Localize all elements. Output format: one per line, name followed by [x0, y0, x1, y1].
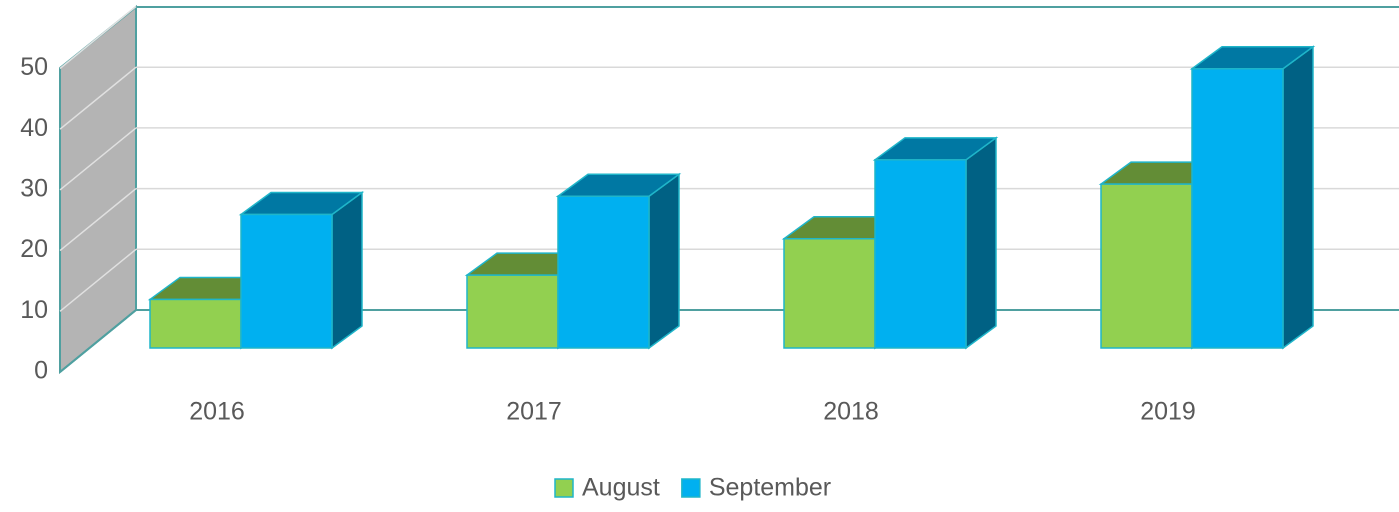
y-tick-label: 50: [20, 53, 48, 81]
legend-label: September: [709, 474, 831, 502]
bar-side: [331, 190, 363, 350]
bar-side: [648, 172, 680, 350]
x-tick-label: 2019: [1140, 398, 1196, 426]
bar-side: [965, 136, 997, 350]
bar: [557, 195, 650, 349]
x-tick-label: 2016: [189, 398, 245, 426]
bar: [466, 274, 559, 349]
y-tick-label: 30: [20, 175, 48, 203]
legend-label: August: [582, 474, 660, 502]
grid-line: [59, 5, 137, 70]
x-tick-label: 2017: [506, 398, 562, 426]
y-tick-label: 40: [20, 114, 48, 142]
y-tick-label: 10: [20, 296, 48, 324]
bar: [874, 159, 967, 349]
bar: [1191, 68, 1284, 349]
bar: [1100, 183, 1193, 349]
bar: [149, 298, 242, 349]
grid-line: [59, 66, 137, 130]
x-tick-label: 2018: [823, 398, 879, 426]
grid-line: [59, 188, 137, 252]
side-wall: [59, 4, 137, 375]
bar-side: [1282, 45, 1314, 350]
legend-swatch: [554, 478, 574, 498]
legend-swatch: [681, 478, 701, 498]
y-tick-label: 0: [34, 357, 48, 385]
grid-line: [59, 248, 137, 312]
floor-front-edge: [59, 309, 137, 373]
grid-line: [59, 127, 137, 191]
bar: [240, 213, 333, 349]
bar: [783, 237, 876, 349]
y-tick-label: 20: [20, 235, 48, 263]
